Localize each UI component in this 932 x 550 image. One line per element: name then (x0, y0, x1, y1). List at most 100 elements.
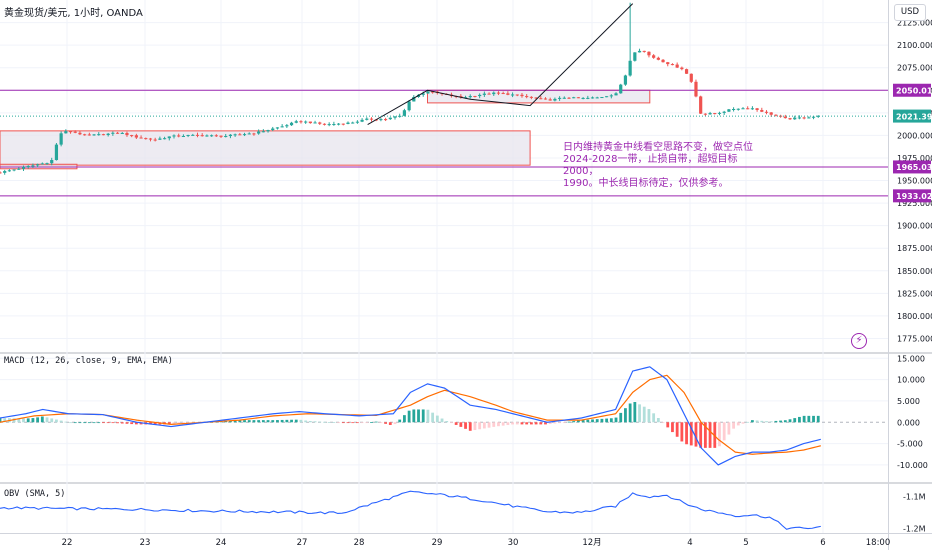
candle-body (360, 119, 364, 122)
macd-histogram-bar (614, 417, 618, 423)
macd-indicator-label[interactable]: MACD (12, 26, close, 9, EMA, EMA) (4, 356, 173, 366)
macd-histogram-bar (548, 422, 552, 425)
candle-body (125, 132, 129, 136)
macd-histogram-bar (511, 422, 514, 425)
macd-histogram-bar (685, 422, 688, 445)
candle-body (83, 134, 87, 136)
macd-histogram-bar (595, 419, 599, 423)
price-tick-label: 1950.000 (897, 177, 932, 186)
macd-histogram-bar (355, 422, 359, 424)
candle-body (717, 112, 722, 114)
macd-histogram-bar (351, 422, 355, 424)
macd-histogram-bar (341, 422, 345, 424)
candle-body (115, 132, 120, 134)
macd-histogram-bar (807, 415, 811, 423)
macd-histogram-bar (473, 422, 477, 431)
candle-body (675, 64, 679, 68)
macd-histogram-bar (346, 422, 350, 424)
macd-histogram-bar (252, 420, 256, 423)
candle-body (355, 121, 359, 123)
macd-histogram-bar (666, 422, 670, 428)
price-tick-label: 2100.000 (897, 41, 932, 50)
obv-indicator-label[interactable]: OBV (SMA, 5) (4, 489, 66, 499)
macd-histogram-bar (36, 417, 40, 423)
macd-histogram-bar (642, 406, 646, 423)
macd-histogram-bar (323, 421, 326, 423)
candle-body (501, 93, 505, 95)
candle-body (492, 92, 496, 95)
macd-histogram-bar (525, 422, 529, 425)
macd-histogram-bar (586, 419, 590, 423)
macd-histogram-bar (83, 422, 87, 424)
price-tick-label: 1975.000 (897, 154, 932, 163)
candle-body (623, 75, 628, 85)
lightning-bolt-icon[interactable]: ⚡ (851, 333, 867, 349)
candle-body (572, 97, 576, 99)
obv-line (0, 490, 821, 530)
macd-histogram-bar (727, 422, 731, 435)
candle-body (478, 94, 482, 97)
currency-selector[interactable]: USD (894, 4, 926, 21)
level-price-tag (893, 83, 931, 97)
x-tick-label: 5 (743, 538, 748, 548)
macd-histogram-bar (365, 422, 369, 424)
macd-histogram-bar (181, 422, 185, 424)
candle-body (50, 160, 54, 164)
macd-histogram-bar (388, 422, 392, 425)
candle-body (727, 109, 731, 112)
macd-histogram-bar (689, 422, 693, 446)
macd-histogram-bar (529, 422, 533, 425)
candle-body (294, 121, 298, 123)
macd-histogram-bar (708, 422, 712, 448)
macd-histogram-bar (468, 422, 472, 431)
candle-body (365, 118, 369, 120)
macd-histogram-bar (624, 408, 627, 423)
candle-body (656, 57, 660, 60)
macd-histogram-bar (3, 418, 7, 423)
candle-body (134, 135, 138, 138)
candle-body (557, 97, 562, 99)
macd-histogram-bar (421, 409, 425, 423)
candle-body (736, 108, 740, 110)
macd-histogram-bar (337, 422, 340, 424)
price-tick-label: 1925.000 (897, 199, 932, 208)
macd-histogram-bar (426, 409, 430, 423)
macd-histogram-bar (534, 422, 538, 425)
macd-histogram-bar (619, 412, 623, 423)
candle-body (247, 133, 251, 135)
candle-body (713, 113, 717, 115)
macd-histogram-bar (280, 419, 284, 423)
candle-body (153, 139, 157, 141)
candle-body (252, 133, 256, 135)
macd-histogram-bar (120, 422, 124, 424)
macd-histogram-bar (134, 422, 138, 425)
candle-body (205, 135, 209, 137)
candle-body (224, 136, 228, 138)
candle-body (12, 169, 16, 171)
macd-histogram-bar (572, 421, 576, 423)
macd-histogram-bar (788, 419, 792, 423)
candle-body (266, 130, 270, 132)
candle-body (788, 118, 792, 120)
candle-body (741, 108, 745, 110)
candle-body (637, 50, 642, 53)
candle-body (525, 96, 529, 98)
candle-body (31, 165, 35, 167)
candle-body (576, 97, 581, 99)
candle-body (421, 93, 425, 95)
candle-body (327, 124, 331, 126)
candle-body (68, 131, 73, 133)
candle-body (214, 135, 218, 137)
macd-histogram-bar (736, 422, 740, 426)
candle-body (642, 50, 646, 52)
candle-body (92, 134, 96, 136)
candle-body (670, 64, 675, 66)
macd-histogram-bar (539, 422, 543, 425)
macd-histogram-bar (111, 422, 115, 424)
macd-histogram-bar (417, 409, 420, 423)
macd-histogram-bar (12, 418, 16, 423)
macd-histogram-bar (233, 420, 237, 423)
macd-histogram-bar (732, 422, 735, 429)
macd-histogram-bar (243, 420, 246, 423)
macd-histogram-bar (812, 415, 815, 423)
